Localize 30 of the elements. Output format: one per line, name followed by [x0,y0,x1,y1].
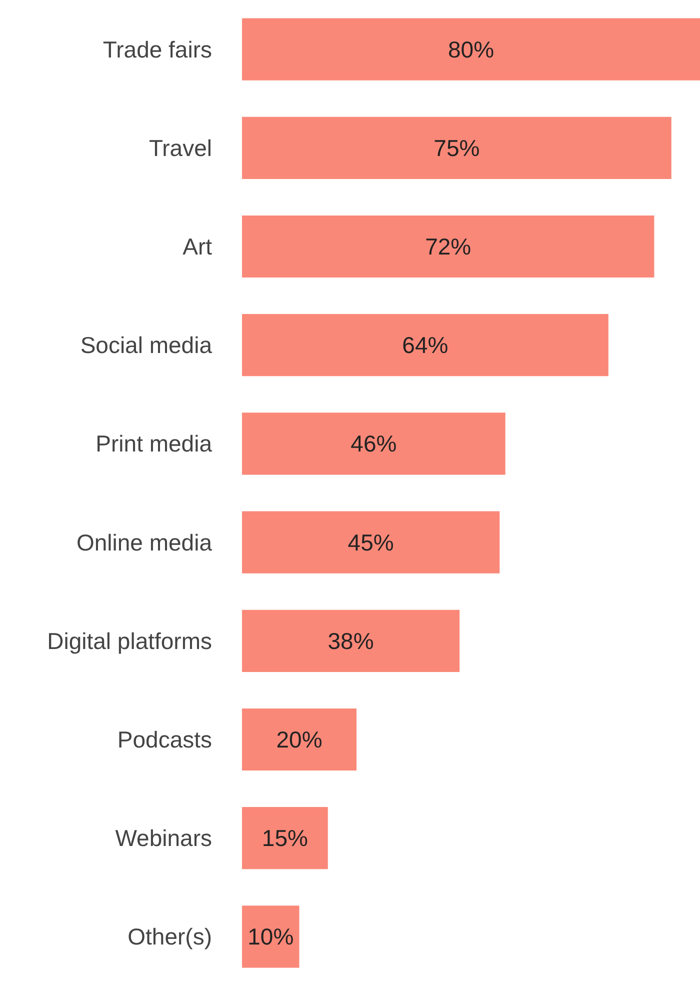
data-label: 20% [276,726,322,752]
data-label: 75% [434,134,480,161]
data-label: 45% [348,529,394,556]
bar [242,215,654,278]
data-label: 80% [448,36,494,62]
bar [242,116,672,179]
bar [242,412,506,475]
data-label: 10% [248,924,294,950]
y-tick-label: Digital platforms [47,628,212,654]
bar [242,511,500,574]
bar [242,708,356,771]
y-tick-label: Other(s) [128,924,212,950]
data-label: 46% [350,430,397,457]
data-label: 72% [425,234,472,260]
y-tick-label: Webinars [115,825,212,852]
y-tick-label: Art [182,234,213,260]
data-label: 64% [402,332,448,358]
y-tick-label: Podcasts [117,726,212,752]
bar [242,807,328,870]
y-tick-label: Print media [96,430,212,457]
y-tick-label: Trade fairs [102,36,212,62]
y-tick-label: Online media [76,529,212,556]
y-tick-label: Travel [148,134,212,161]
bar [242,906,300,968]
y-tick-label: Social media [80,332,212,358]
bar [242,314,608,376]
data-label: 38% [328,628,374,654]
data-label: 15% [262,825,308,852]
bar [242,610,460,672]
bar [242,18,700,80]
